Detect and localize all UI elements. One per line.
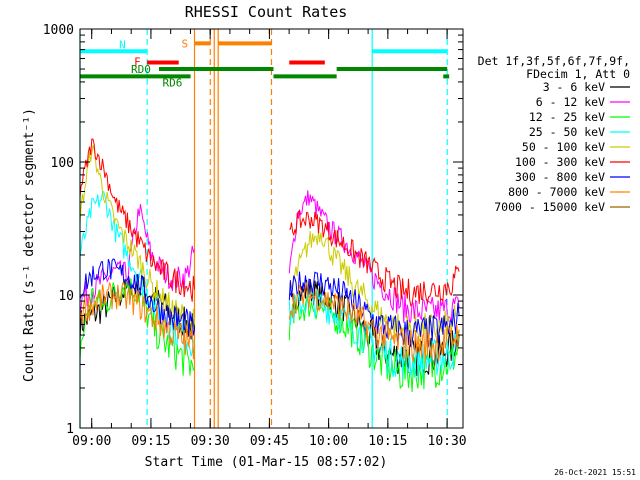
- y-tick-label: 1000: [43, 23, 74, 38]
- axis-layer: 1 10 100 1000 09:00 09:15 09:30 09:45 10:00 10:15…: [43, 23, 467, 449]
- series-line: [289, 229, 460, 347]
- series-line: [288, 282, 460, 363]
- flag-label: S: [182, 37, 189, 50]
- x-tick-label: 10:00: [309, 434, 348, 449]
- legend: Det 1f,3f,5f,6f,7f,9f,FDecim 1, Att 03 -…: [478, 54, 630, 214]
- series-layer: [79, 138, 460, 393]
- legend-label: 25 - 50 keV: [529, 125, 605, 139]
- x-tick-label: 09:45: [250, 434, 289, 449]
- legend-label: 800 - 7000 keV: [508, 185, 605, 199]
- flag-label: F: [134, 55, 141, 68]
- series-line: [288, 190, 460, 325]
- legend-label: 12 - 25 keV: [529, 110, 605, 124]
- series-line: [79, 138, 195, 302]
- flag-label: N: [119, 38, 126, 51]
- legend-header: Det 1f,3f,5f,6f,7f,9f,: [478, 54, 630, 68]
- series-line: [288, 289, 460, 380]
- legend-label: 50 - 100 keV: [522, 140, 605, 154]
- series-line: [79, 282, 195, 360]
- x-tick-label: 09:15: [131, 434, 170, 449]
- y-tick-label: 100: [51, 156, 74, 171]
- series-line: [79, 258, 195, 338]
- legend-label: 100 - 300 keV: [515, 155, 605, 169]
- chart-title: RHESSI Count Rates: [185, 3, 348, 21]
- plot-frame: [79, 28, 464, 429]
- x-tick-label: 09:30: [191, 434, 230, 449]
- x-tick-label: 10:30: [428, 434, 467, 449]
- legend-label: 7000 - 15000 keV: [494, 200, 605, 214]
- x-tick-label: 09:00: [72, 434, 111, 449]
- x-axis-label: Start Time (01-Mar-15 08:57:02): [145, 455, 388, 470]
- footer-date: 26-Oct-2021 15:51: [554, 468, 636, 477]
- legend-label: 6 - 12 keV: [536, 95, 605, 109]
- legend-label: 3 - 6 keV: [543, 80, 605, 94]
- y-axis-label: Count Rate (s⁻¹ detector segment⁻¹): [22, 108, 37, 382]
- series-line: [289, 210, 460, 307]
- x-tick-label: 10:15: [368, 434, 407, 449]
- series-line: [79, 144, 195, 340]
- y-tick-label: 1: [66, 422, 74, 437]
- flag-label: RD6: [163, 76, 183, 89]
- y-tick-label: 10: [58, 289, 74, 304]
- flag-label: RD0: [131, 63, 151, 76]
- legend-label: 300 - 800 keV: [515, 170, 605, 184]
- legend-header: FDecim 1, Att 0: [526, 67, 630, 81]
